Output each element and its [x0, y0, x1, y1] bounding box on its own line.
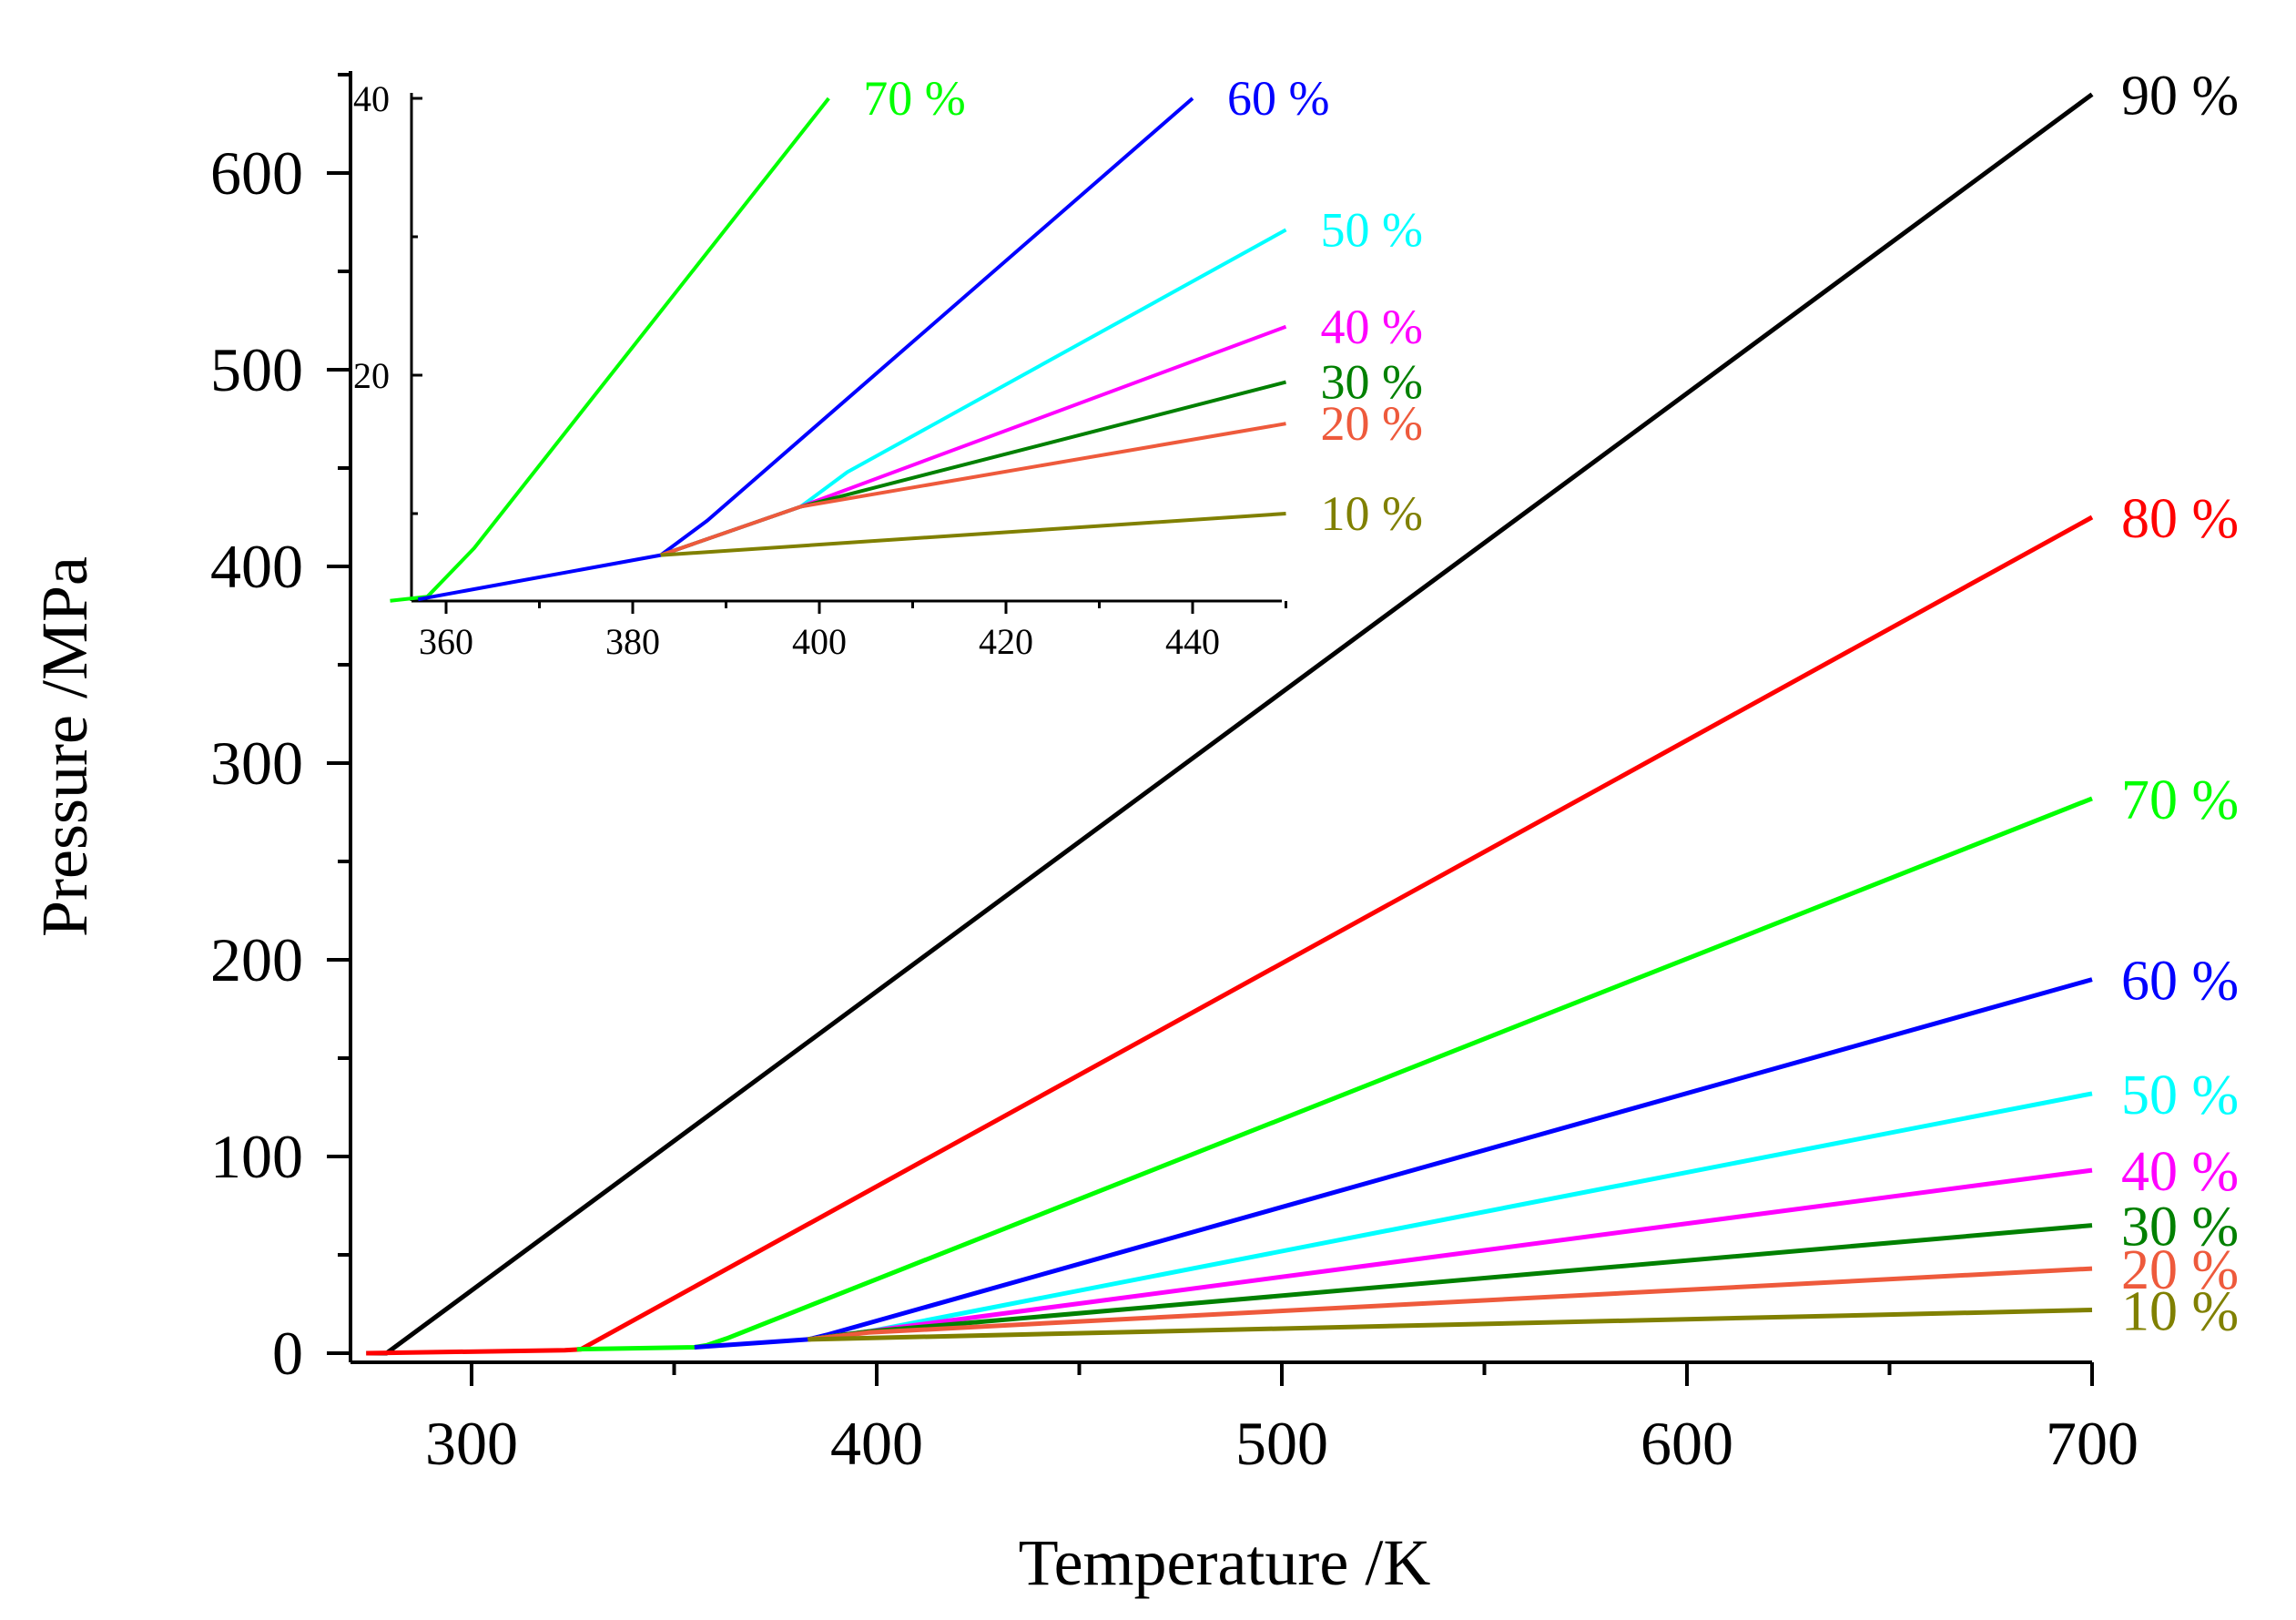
y-tick-label: 400 — [210, 532, 303, 601]
inset-series-label-40-percent: 40 % — [1321, 300, 1423, 354]
inset-series-label-60-percent: 60 % — [1227, 71, 1329, 126]
y-tick-label: 100 — [210, 1122, 303, 1191]
series-line-80-percent — [366, 515, 2094, 1356]
inset-series-line-50-percent — [660, 228, 1287, 557]
inset-series-label-70-percent: 70 % — [863, 71, 965, 126]
series-label-80-percent: 80 % — [2121, 488, 2239, 550]
inset-series-line-70-percent — [390, 97, 830, 603]
main-plot: 300 400 500 600 700 0 100 200 300 400 500 600 90 % 80… — [210, 66, 2239, 1478]
x-tick-label: 400 — [830, 1409, 923, 1478]
series-label-60-percent: 60 % — [2121, 951, 2239, 1013]
inset-y-tick-label: 20 — [353, 355, 390, 396]
series-label-10-percent: 10 % — [2121, 1280, 2239, 1342]
x-tick-label: 600 — [1641, 1409, 1733, 1478]
inset-x-tick-label: 400 — [792, 621, 847, 662]
x-tick-label: 500 — [1235, 1409, 1328, 1478]
inset-x-tick-label: 380 — [605, 621, 660, 662]
inset-series-line-10-percent — [660, 512, 1286, 557]
x-tick-label: 700 — [2046, 1409, 2139, 1478]
x-axis-title: Temperature /K — [1019, 1526, 1431, 1599]
inset-series-label-50-percent: 50 % — [1321, 202, 1423, 257]
series-label-70-percent: 70 % — [2121, 769, 2239, 831]
inset-plot: 360 380 400 420 440 20 40 70 % 60 % 50 % 40 %30 %2… — [353, 71, 1423, 662]
series-line-70-percent — [576, 796, 2093, 1352]
y-tick-label: 200 — [210, 925, 303, 994]
series-label-90-percent: 90 % — [2121, 66, 2239, 127]
series-label-50-percent: 50 % — [2121, 1065, 2239, 1126]
series-label-30-percent: 30 % — [2121, 1197, 2239, 1258]
inset-x-tick-label: 440 — [1165, 621, 1220, 662]
inset-series-label-20-percent: 20 % — [1321, 396, 1423, 451]
series-label-20-percent: 20 % — [2121, 1239, 2239, 1301]
y-tick-label: 600 — [210, 138, 303, 208]
inset-x-tick-label: 360 — [419, 621, 473, 662]
y-axis-title: Pressure /MPa — [28, 556, 101, 937]
inset-series-line-60-percent — [417, 97, 1194, 602]
y-tick-label: 300 — [210, 728, 303, 798]
x-tick-label: 300 — [425, 1409, 518, 1478]
inset-series-line-30-percent — [660, 380, 1286, 557]
series-line-90-percent — [366, 92, 2094, 1356]
inset-series-label-10-percent: 10 % — [1321, 486, 1423, 541]
y-tick-label: 500 — [210, 335, 303, 404]
inset-series-line-20-percent — [660, 422, 1286, 557]
y-tick-label: 0 — [272, 1319, 303, 1388]
inset-y-tick-label: 40 — [353, 78, 390, 119]
series-line-60-percent — [694, 977, 2093, 1350]
series-line-10-percent — [808, 1308, 2093, 1342]
series-line-30-percent — [808, 1223, 2093, 1342]
inset-x-tick-label: 420 — [979, 621, 1033, 662]
series-label-40-percent: 40 % — [2121, 1141, 2239, 1203]
inset-series-label-30-percent: 30 % — [1321, 355, 1423, 410]
